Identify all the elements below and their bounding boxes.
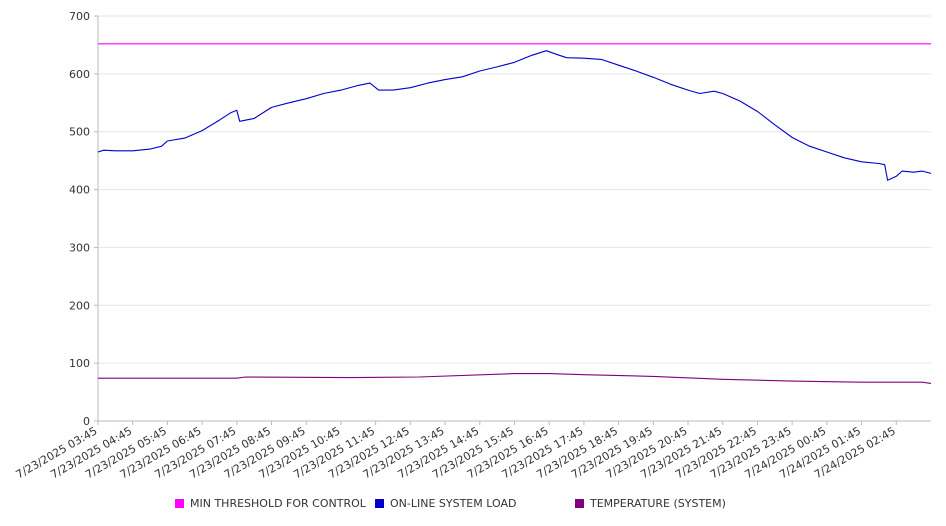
y-axis-ticks: 0 100 200 300 400 500 600 700 — [69, 10, 98, 428]
y-tick-label: 100 — [69, 357, 90, 370]
grid-lines — [98, 15, 931, 364]
y-tick-label: 0 — [83, 415, 90, 428]
legend-label-system-load: ON-LINE SYSTEM LOAD — [390, 497, 517, 510]
legend-item-min-threshold[interactable]: MIN THRESHOLD FOR CONTROL — [175, 497, 366, 510]
legend: MIN THRESHOLD FOR CONTROL ON-LINE SYSTEM… — [0, 497, 946, 515]
y-tick-label: 400 — [69, 184, 90, 197]
legend-item-system-load[interactable]: ON-LINE SYSTEM LOAD — [375, 497, 516, 510]
line-chart: 0 100 200 300 400 500 600 700 7/23/2025 03:457/… — [14, 10, 932, 481]
legend-item-temperature[interactable]: TEMPERATURE (SYSTEM) — [575, 497, 726, 510]
axes — [97, 16, 931, 422]
legend-label-temperature: TEMPERATURE (SYSTEM) — [590, 497, 726, 510]
series-line-system-load — [97, 50, 932, 181]
y-tick-label: 700 — [69, 10, 90, 23]
legend-label-min-threshold: MIN THRESHOLD FOR CONTROL — [190, 497, 366, 510]
legend-swatch-system-load — [375, 499, 384, 508]
legend-swatch-temperature — [575, 499, 584, 508]
series-lines — [97, 43, 932, 384]
x-axis-ticks: 7/23/2025 03:457/23/2025 04:457/23/2025 … — [14, 421, 898, 481]
series-line-temperature — [98, 373, 932, 384]
legend-swatch-min-threshold — [175, 499, 184, 508]
y-tick-label: 500 — [69, 126, 90, 139]
y-tick-label: 200 — [69, 299, 90, 312]
y-tick-label: 300 — [69, 241, 90, 254]
y-tick-label: 600 — [69, 68, 90, 81]
